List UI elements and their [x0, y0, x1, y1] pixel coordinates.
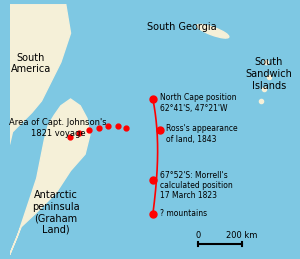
Text: 67°52'S: Morrell's
calculated position
17 March 1823: 67°52'S: Morrell's calculated position 1… [160, 171, 232, 200]
Polygon shape [10, 99, 90, 255]
Text: South Georgia: South Georgia [147, 21, 217, 32]
Text: ? mountains: ? mountains [160, 209, 207, 218]
Text: South
Sandwich
Islands: South Sandwich Islands [246, 57, 292, 91]
Ellipse shape [197, 24, 229, 38]
Text: Ross's appearance
of land, 1843: Ross's appearance of land, 1843 [167, 124, 238, 143]
Text: 0: 0 [196, 231, 201, 240]
Text: North Cape position
62°41'S, 47°21'W: North Cape position 62°41'S, 47°21'W [160, 93, 236, 113]
Text: Antarctic
peninsula
(Graham
Land): Antarctic peninsula (Graham Land) [32, 190, 80, 235]
Text: 200 km: 200 km [226, 231, 258, 240]
Polygon shape [10, 4, 70, 145]
Text: Area of Capt. Johnson's
1821 voyage: Area of Capt. Johnson's 1821 voyage [9, 118, 107, 138]
Text: South
America: South America [11, 53, 51, 74]
